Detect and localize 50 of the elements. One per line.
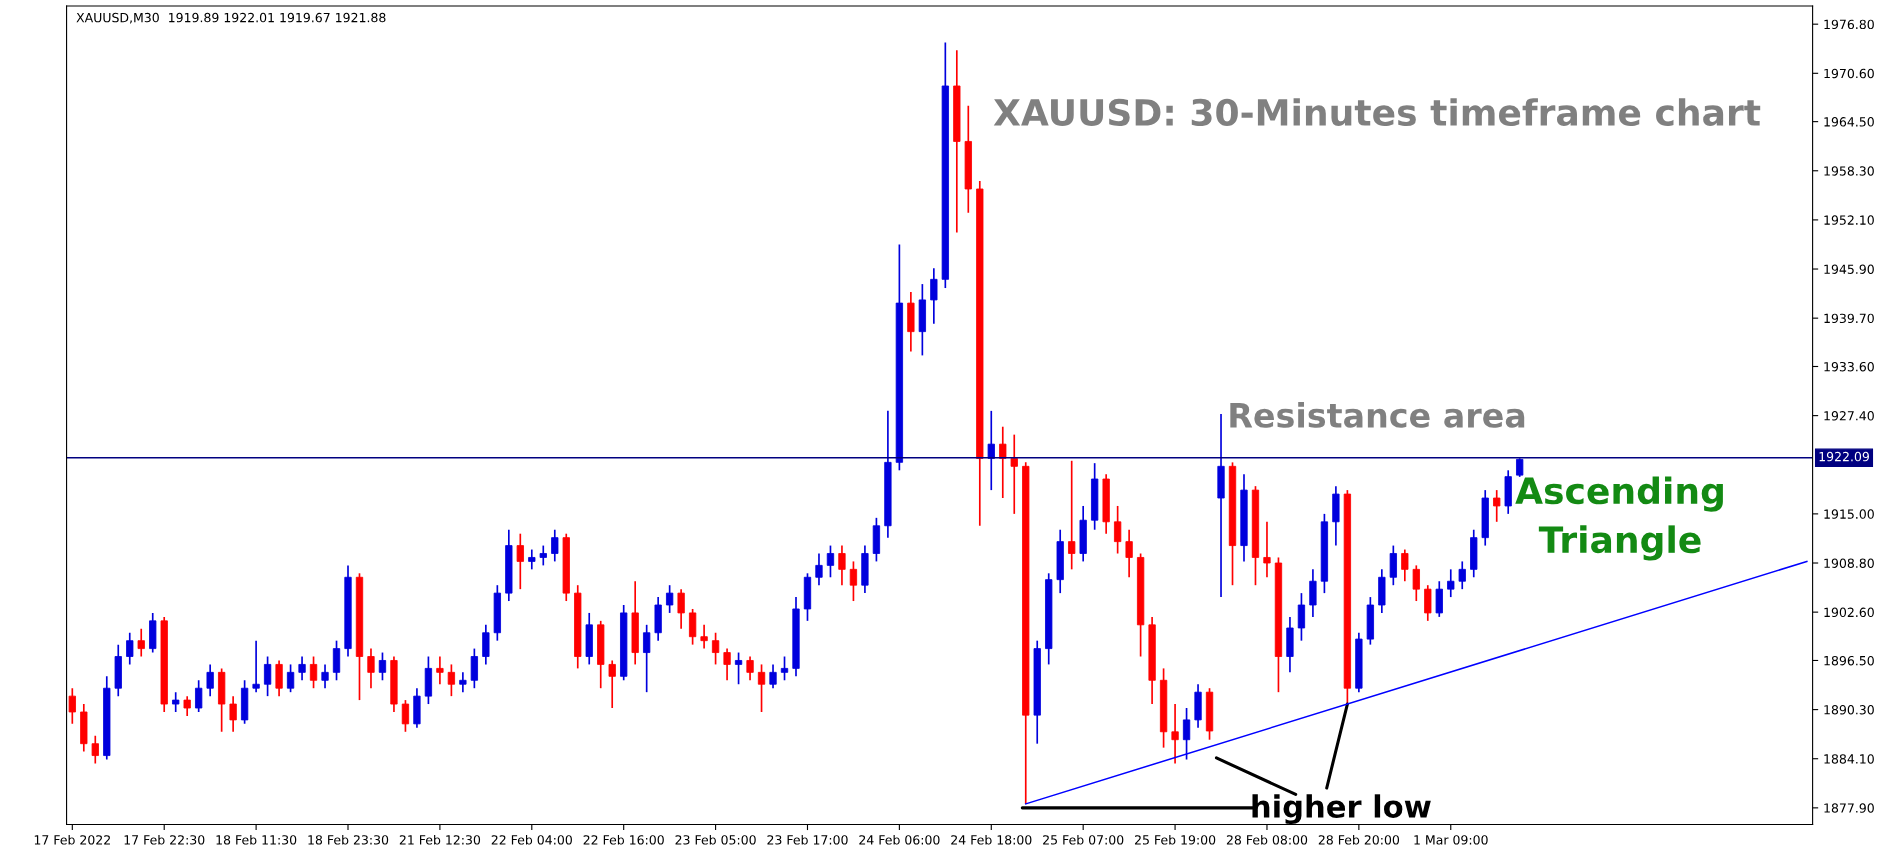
x-tick-label: 17 Feb 22:30: [124, 834, 205, 845]
x-tick-label: 17 Feb 2022: [34, 834, 110, 845]
y-tick-label: 1939.70: [1824, 313, 1874, 324]
text: XAUUSD: 30-Minutes timeframe chart: [993, 98, 1761, 127]
y-tick-label: 1902.60: [1824, 607, 1874, 618]
y-tick-label: 1890.30: [1824, 705, 1874, 715]
annotation: Resistance area: [1230, 402, 1525, 428]
x-tick-label: 18 Feb 11:30: [216, 834, 297, 845]
y-tick-label: 1908.80: [1824, 558, 1874, 568]
y-tick-label: 1915.00: [1824, 509, 1874, 519]
candlestick: [493, 584, 501, 642]
x-tick-label: 28 Feb 20:00: [1318, 834, 1400, 845]
ref-line-label: 1922.09: [1819, 451, 1869, 462]
y-tick-label: 1927.40: [1824, 411, 1874, 421]
x-tick-label: 22 Feb 16:00: [583, 834, 664, 845]
candlestick: [172, 691, 180, 713]
x-tick-label: 21 Feb 12:30: [399, 834, 481, 845]
x-tick-label: 23 Feb 17:00: [767, 834, 848, 845]
candlestick: [1493, 489, 1501, 523]
chart-subtitle: XAUUSD,M30 1919.89 1922.01 1919.67 1921.88: [76, 12, 386, 24]
candlestick: [1114, 505, 1122, 555]
x-tick-label: 18 Feb 23:30: [308, 834, 389, 845]
y-tick-label: 1877.90: [1824, 803, 1874, 813]
candlestick: [1366, 596, 1374, 646]
candlestick: [470, 647, 478, 690]
candlestick: [1091, 462, 1099, 531]
x-tick-label: 25 Feb 19:00: [1134, 834, 1216, 845]
x-tick-label: 28 Feb 08:00: [1226, 834, 1308, 845]
annotation: Ascending Triangle: [1515, 476, 1723, 561]
x-tick-label: 24 Feb 06:00: [859, 834, 940, 845]
candlestick: [218, 667, 226, 733]
x-tick-label: 25 Feb 07:00: [1043, 834, 1124, 845]
candlestick: [183, 695, 191, 717]
y-tick-label: 1952.10: [1824, 215, 1874, 225]
x-tick-label: 1 Mar 09:00: [1414, 835, 1488, 845]
y-tick-label: 1964.50: [1824, 117, 1874, 127]
y-tick-label: 1884.10: [1824, 754, 1874, 764]
x-tick-label: 24 Feb 18:00: [951, 834, 1032, 845]
y-tick-label: 1958.30: [1824, 166, 1874, 176]
candlestick: [666, 584, 674, 614]
candlestick: [1263, 520, 1271, 579]
y-tick-label: 1896.50: [1824, 655, 1874, 666]
y-tick-label: 1976.80: [1824, 19, 1874, 30]
y-tick-label: 1933.60: [1824, 361, 1874, 372]
y-tick-label: 1945.90: [1824, 264, 1874, 274]
candlestick: [918, 283, 926, 357]
x-tick-label: 23 Feb 05:00: [675, 834, 756, 845]
y-tick-label: 1970.60: [1824, 68, 1874, 79]
annotation: higher low: [1252, 794, 1431, 825]
x-tick-label: 22 Feb 04:00: [491, 834, 572, 845]
